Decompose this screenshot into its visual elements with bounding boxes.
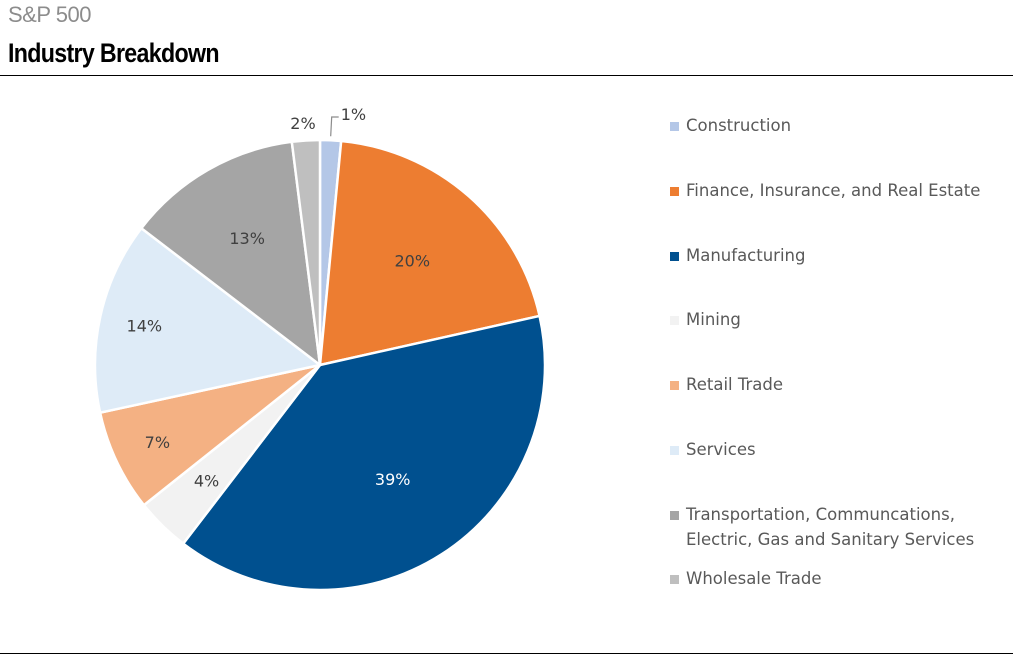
- pie-chart: 1% 20% 39% 4% 7% 14% 13% 2%: [93, 105, 547, 592]
- legend-label: Manufacturing: [686, 246, 806, 265]
- data-label-wholesale-trade: 2%: [290, 114, 315, 133]
- legend-swatch: [670, 122, 679, 131]
- legend-swatch: [670, 511, 679, 520]
- pie-slice-retail-trade[interactable]: [98, 363, 322, 507]
- pie-slice-services[interactable]: [93, 226, 322, 414]
- leader-line-construction: [330, 116, 339, 137]
- legend-label: Wholesale Trade: [686, 569, 822, 588]
- data-label-services: 14%: [127, 317, 163, 336]
- legend-label: Mining: [686, 310, 741, 329]
- pie-data-labels: 1% 20% 39% 4% 7% 14% 13% 2%: [127, 105, 430, 491]
- data-label-mining: 4%: [194, 472, 219, 491]
- pie-slice-finance-insurance-and-real-estate[interactable]: [318, 139, 541, 367]
- pie-slice-transportation-communcations-electric-gas-and-sanitary-services[interactable]: [140, 140, 322, 367]
- pie-slices: [93, 138, 547, 592]
- legend-swatch: [670, 575, 679, 584]
- legend-label: Construction: [686, 116, 792, 135]
- chart-title: Industry Breakdown: [8, 38, 220, 68]
- data-label-transportation-communcations-electric-gas-and-sanitary-services: 13%: [229, 229, 265, 248]
- data-label-manufacturing: 39%: [375, 470, 411, 489]
- legend-swatch: [670, 381, 679, 390]
- footer-divider: [0, 653, 1013, 654]
- data-label-finance-insurance-and-real-estate: 20%: [394, 251, 430, 270]
- pie-slice-manufacturing[interactable]: [181, 314, 547, 592]
- legend-swatch: [670, 252, 679, 261]
- header-divider: [0, 75, 1013, 76]
- data-label-retail-trade: 7%: [145, 433, 170, 452]
- legend-label: Finance, Insurance, and Real Estate: [686, 181, 981, 200]
- legend-label: Retail Trade: [686, 375, 784, 394]
- legend-label: Services: [686, 440, 756, 459]
- legend-swatch: [670, 187, 679, 196]
- chart-subtitle: S&P 500: [8, 2, 91, 27]
- legend-label: Transportation, Communcations, Electric,…: [686, 505, 975, 549]
- pie-slice-wholesale-trade[interactable]: [290, 138, 322, 367]
- legend-swatch: [670, 446, 679, 455]
- legend-swatch: [670, 316, 679, 325]
- data-label-construction: 1%: [341, 105, 366, 124]
